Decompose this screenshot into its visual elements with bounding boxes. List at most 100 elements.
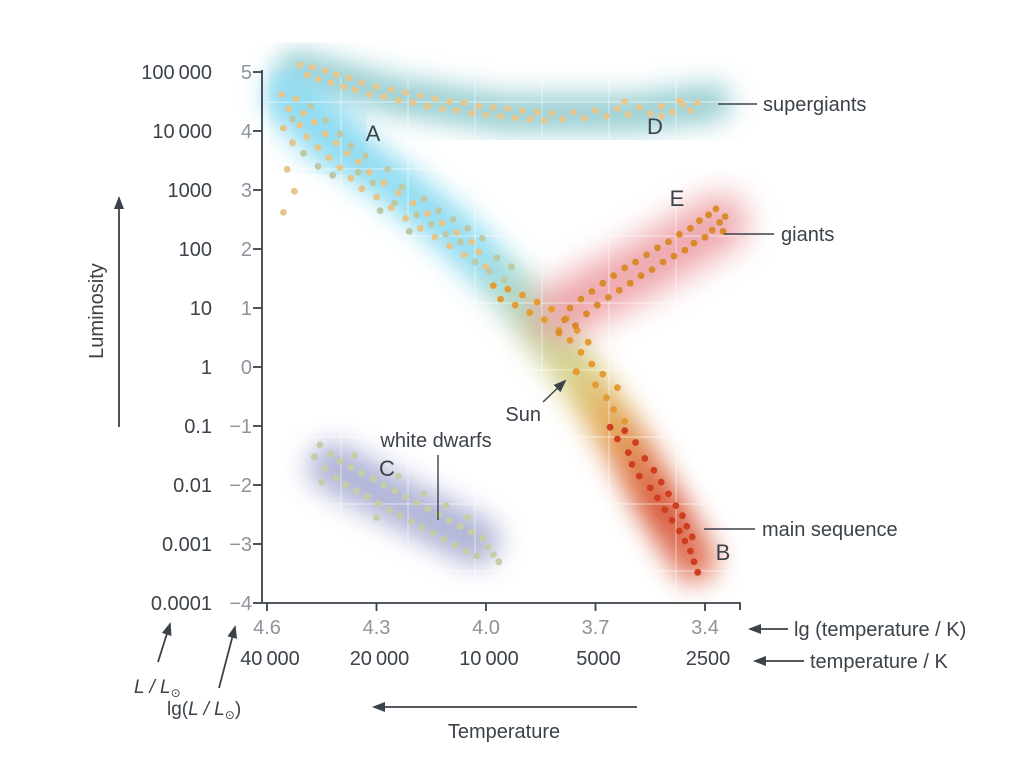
star-dot [708,226,716,234]
star-dot [384,165,391,173]
star-dot [300,109,307,117]
y-tick-lg-label: −2 [229,475,252,497]
y-tick-linear-label: 100 000 [141,62,212,84]
star-dot [358,79,366,86]
star-dot [566,304,574,312]
star-dot [309,63,316,71]
star-dot [615,286,623,294]
callout-lines [437,103,774,530]
star-dot [588,360,596,368]
star-dot [511,301,519,309]
giants-label: giants [781,224,834,246]
star-dot [614,105,621,112]
star-dot [668,517,676,524]
star-dot [624,111,632,118]
star-dot [650,466,658,474]
star-dot [478,235,486,242]
y-tick-linear-label: 0.001 [162,534,212,556]
star-dot [351,452,358,459]
x-tick-temp-label: 40 000 [240,648,300,670]
star-dot [460,251,468,259]
star-dot [526,115,534,123]
star-dot [614,384,621,391]
star-dot [561,316,568,324]
star-dot [654,494,661,502]
star-dot [365,91,373,98]
lg-unit-label-open: lg( [167,699,189,720]
star-dot [683,522,691,530]
star-dot [687,224,694,232]
star-dot [336,164,344,172]
star-dot [457,238,464,246]
star-dot [460,99,468,107]
region-letter-a: A [366,121,381,146]
star-dot [635,472,643,480]
star-dot [446,517,453,524]
sun-label: Sun [505,404,541,426]
y-tick-lg-label: −4 [229,593,252,615]
star-dot [424,210,431,218]
star-dot [396,512,404,520]
star-dot [345,74,353,82]
star-dot [380,93,388,101]
star-dot [442,502,450,509]
star-dot [504,105,512,112]
star-dot [548,305,556,313]
star-dot [614,435,621,443]
star-dot [373,83,380,91]
star-dot [508,263,515,271]
main-sequence-band [264,66,372,178]
star-dot [628,461,636,468]
star-dot [391,487,399,495]
star-dot [646,484,654,492]
star-dot [676,527,683,535]
x-tick-temp-label: 10 000 [459,648,519,670]
white-dwarfs-band [307,442,500,566]
star-dot [519,107,526,114]
supergiants-label: supergiants [763,94,866,116]
star-dot [621,98,629,105]
star-dot [365,168,373,176]
star-dot [332,474,340,482]
y-tick-linear-label: 1 [201,357,212,379]
star-dot [533,108,541,116]
star-dot [420,195,428,203]
star-dot [599,279,607,287]
star-dot [289,139,296,147]
region-letter-e: E [670,186,685,211]
x-axis-line [262,602,741,610]
star-dot [451,541,459,549]
star-dot [413,499,420,507]
star-dot [654,244,661,252]
star-dot [592,107,599,114]
star-dot [347,174,355,182]
y-tick-linear-label: 0.1 [184,416,212,438]
star-dot [376,207,384,215]
x-tick-lg-label: 3.7 [582,617,610,639]
star-dot [435,207,442,215]
star-dot [278,91,285,98]
star-dot [486,268,493,275]
star-dot [541,316,548,324]
star-dot [688,533,696,541]
y-tick-linear-label: 100 [179,239,212,261]
star-dot [606,423,614,431]
star-dot [409,199,417,207]
x-tick-temp-label: 2500 [686,648,731,670]
star-dot [519,291,526,299]
star-dot [475,102,483,110]
star-dot [665,238,672,246]
star-dot [300,150,307,157]
y-tick-linear-label: 0.0001 [151,593,212,615]
star-dot [387,204,395,212]
star-dot [694,99,702,107]
linear-unit-label: L / L⊙ [134,677,181,700]
star-dot [497,295,504,303]
star-dot [603,112,610,120]
star-dot [413,211,420,219]
star-dot [657,478,665,486]
luminosity-axis-label: Luminosity [86,263,108,359]
star-dot [701,233,709,241]
star-dot [583,310,590,318]
